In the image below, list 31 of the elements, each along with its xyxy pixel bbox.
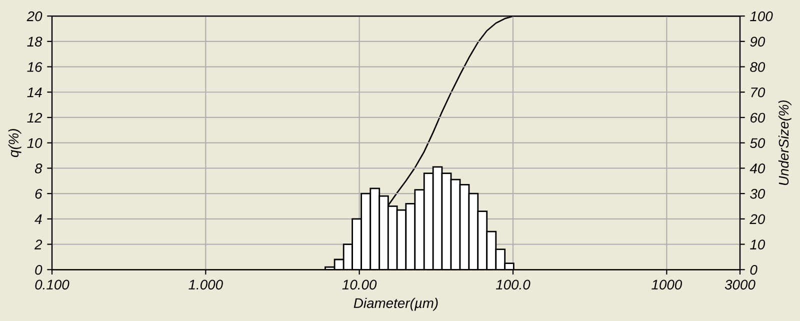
y2-tick-label: 0 (750, 264, 758, 275)
x-tick-label: 10.00 (342, 280, 377, 290)
y2-tick-label: 100 (750, 11, 773, 22)
y2-tick-label: 60 (750, 112, 766, 123)
x-axis-title: Diameter(µm) (354, 298, 438, 311)
y-tick-label: 2 (34, 240, 42, 250)
y2-tick-label: 20 (750, 214, 766, 224)
y-tick-label: 12 (27, 112, 42, 123)
y-tick-label: 20 (26, 11, 42, 22)
x-tick-label: 3000 (724, 280, 756, 290)
y-tick-label: 4 (34, 214, 42, 224)
y2-tick-label: 80 (750, 62, 766, 72)
y2-tick-label: 10 (750, 240, 766, 250)
y-tick-label: 0 (35, 264, 42, 275)
x-tick-label: 0.100 (35, 280, 70, 290)
x-tick-label: 1.000 (188, 280, 223, 290)
y2-tick-label: 30 (750, 188, 766, 199)
x-tick-label: 1000 (652, 280, 682, 290)
y2-tick-label: 70 (751, 87, 766, 98)
y2-tick-label: 50 (750, 138, 766, 148)
y-tick-label: 18 (27, 36, 42, 47)
y-tick-label: 6 (35, 188, 42, 199)
y-tick-label: 8 (34, 164, 42, 174)
y-tick-label: 16 (27, 62, 42, 72)
y-tick-label: 14 (27, 88, 42, 98)
y2-tick-label: 90 (750, 36, 766, 47)
y-axis-title: q(%) (8, 129, 22, 158)
x-tick-label: 100.0 (496, 280, 530, 290)
y2-tick-label: 40 (750, 164, 766, 174)
y-tick-label: 10 (27, 138, 42, 148)
y2-axis-title: UnderSize(%) (778, 100, 792, 186)
